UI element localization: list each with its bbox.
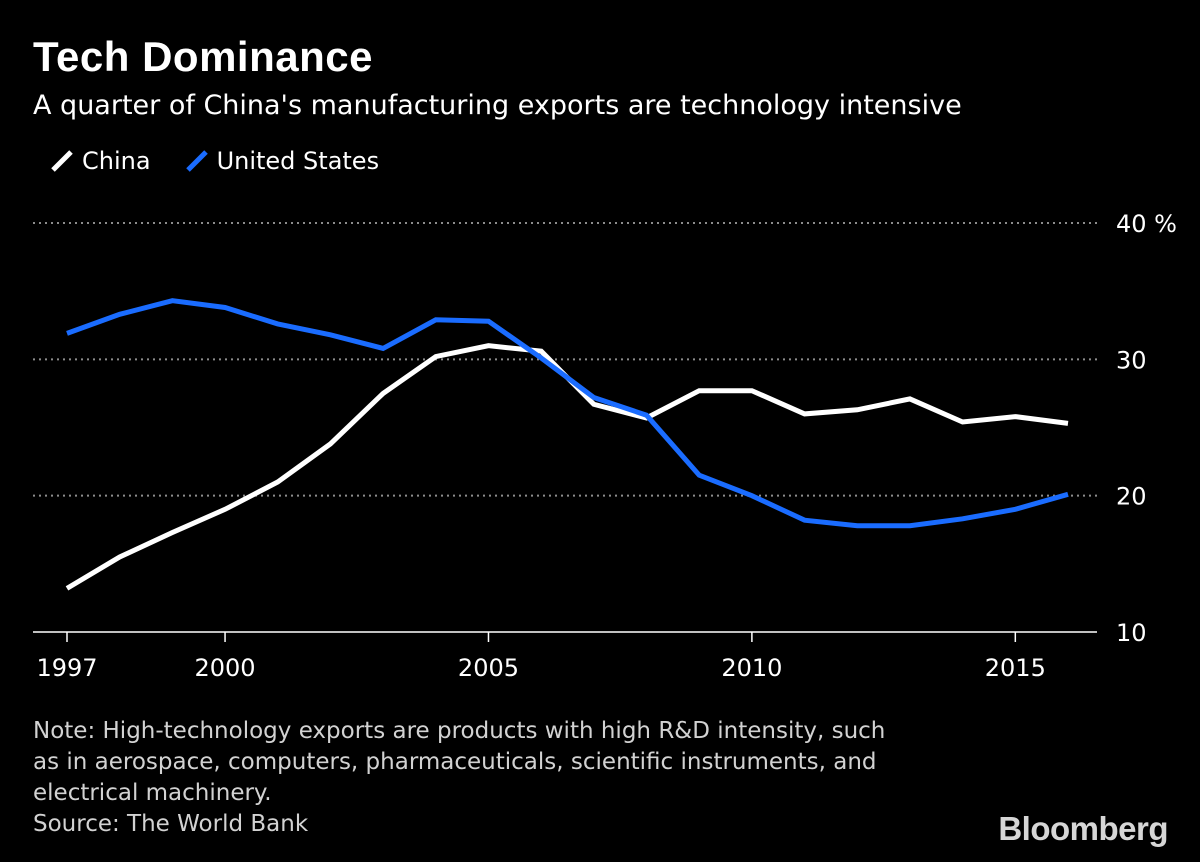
legend-label-united-states: United States <box>216 147 380 175</box>
legend-item-china: China <box>50 147 151 175</box>
note-line-1: Note: High-technology exports are produc… <box>33 718 886 744</box>
chart-title: Tech Dominance <box>33 33 373 80</box>
legend-swatch-china <box>51 150 73 172</box>
bloomberg-logo: Bloomberg <box>998 810 1168 847</box>
y-axis-tick-labels: 10 20 30 40 % <box>1116 210 1177 647</box>
source-text: Source: The World Bank <box>33 811 309 837</box>
x-axis-tick-labels: 1997 2000 2005 2010 2015 <box>36 654 1045 682</box>
note-line-3: electrical machinery. <box>33 780 272 806</box>
chart-subtitle: A quarter of China's manufacturing expor… <box>33 90 962 121</box>
x-axis <box>33 631 1097 642</box>
legend-swatch-united-states <box>185 150 208 172</box>
x-tick-label-1997: 1997 <box>36 654 97 682</box>
y-tick-label-10: 10 <box>1116 619 1147 647</box>
gridlines <box>33 222 1097 497</box>
y-tick-label-40: 40 % <box>1116 210 1177 238</box>
legend-label-china: China <box>82 147 151 175</box>
y-tick-label-30: 30 <box>1116 346 1147 374</box>
legend-item-united-states: United States <box>185 147 380 175</box>
x-tick-label-2000: 2000 <box>195 654 256 682</box>
series-lines <box>65 298 1069 591</box>
note-line-2: as in aerospace, computers, pharmaceutic… <box>33 749 877 775</box>
chart-note: Note: High-technology exports are produc… <box>33 716 993 840</box>
legend: China United States <box>50 144 413 178</box>
line-chart: 10 20 30 40 % 1997 2000 2005 2010 2015 <box>33 210 1177 682</box>
x-tick-label-2010: 2010 <box>721 654 782 682</box>
series-line-china <box>65 343 1069 591</box>
y-tick-label-20: 20 <box>1116 483 1147 511</box>
series-line-united-states <box>66 298 1069 529</box>
x-tick-label-2015: 2015 <box>985 654 1046 682</box>
x-tick-label-2005: 2005 <box>458 654 519 682</box>
